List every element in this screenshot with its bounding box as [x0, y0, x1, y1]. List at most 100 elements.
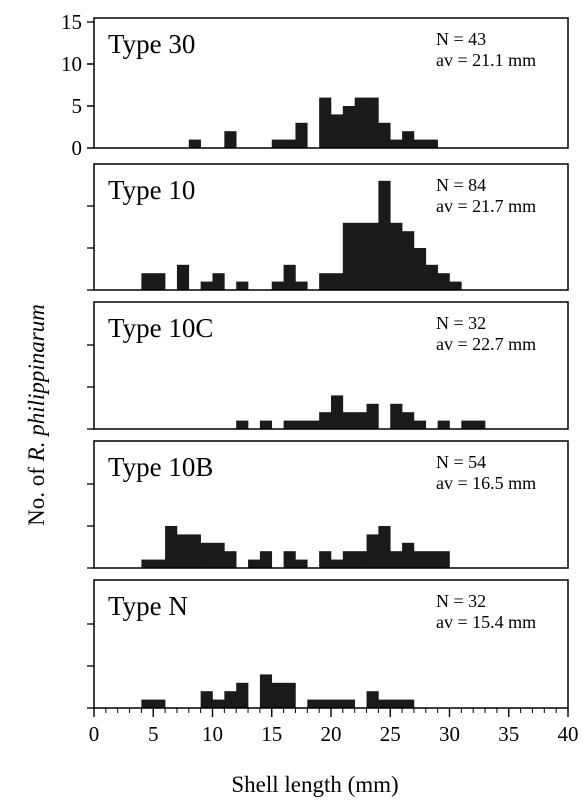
- histogram-bar: [390, 222, 403, 290]
- panel-av-label: av = 16.5 mm: [436, 473, 536, 493]
- histogram-bar: [307, 699, 320, 708]
- histogram-bar: [390, 139, 403, 148]
- histogram-bar: [224, 551, 237, 568]
- histogram-bar: [200, 281, 213, 290]
- histogram-bar: [141, 273, 154, 290]
- histogram-bar: [342, 106, 355, 148]
- histogram-bar: [413, 420, 427, 429]
- panel-title: Type 10: [108, 175, 195, 205]
- histogram-bar: [366, 534, 379, 568]
- y-tick-label: 5: [72, 94, 83, 118]
- panel-av-label: av = 21.7 mm: [436, 196, 536, 216]
- histogram-bar: [342, 699, 355, 708]
- histogram-bar: [402, 131, 415, 148]
- histogram-bar: [342, 222, 355, 290]
- panel-title: Type 10B: [108, 452, 213, 482]
- x-axis-label: Shell length (mm): [231, 772, 398, 797]
- panel-av-label: av = 15.4 mm: [436, 612, 536, 632]
- histogram-bar: [283, 139, 296, 148]
- histogram-bar: [342, 412, 355, 429]
- histogram-bar: [354, 412, 367, 429]
- histogram-bar: [366, 222, 379, 290]
- histogram-bar: [473, 420, 486, 429]
- panel-n-label: N = 32: [436, 313, 486, 333]
- panel-title: Type 30: [108, 29, 195, 59]
- histogram-bar: [331, 559, 344, 568]
- panel-frame: [93, 17, 569, 149]
- histogram-bar: [212, 699, 225, 708]
- x-tick-label: 40: [558, 722, 579, 746]
- x-tick-label: 15: [261, 722, 282, 746]
- histogram-bar: [437, 551, 450, 568]
- histogram-bar: [224, 131, 237, 148]
- panel-n-label: N = 54: [436, 452, 486, 472]
- histogram-bar: [390, 551, 403, 568]
- histogram-bar: [449, 281, 462, 290]
- histogram-bar: [271, 281, 284, 290]
- histogram-bar: [331, 273, 344, 290]
- panel-n-label: N = 43: [436, 29, 486, 49]
- histogram-bar: [200, 691, 213, 708]
- histogram-bar: [354, 551, 367, 568]
- histogram-bar: [259, 551, 273, 568]
- y-axis-label-prefix: No. of: [24, 461, 49, 526]
- histogram-bar: [319, 699, 332, 708]
- histogram-bar: [224, 691, 237, 708]
- histogram-bar: [402, 412, 415, 429]
- x-tick-label: 35: [498, 722, 519, 746]
- histogram-bar: [248, 559, 261, 568]
- histogram-bar: [283, 682, 296, 708]
- histogram-bar: [366, 691, 379, 708]
- histogram-bar: [283, 420, 296, 429]
- histogram-bar: [295, 420, 308, 429]
- histogram-bar: [141, 559, 154, 568]
- histogram-bar: [413, 139, 427, 148]
- histogram-bar: [366, 97, 379, 148]
- histogram-bar: [153, 699, 166, 708]
- histogram-bar: [319, 273, 332, 290]
- histogram-bar: [390, 403, 403, 429]
- histogram-bar: [402, 699, 415, 708]
- histogram-bar: [413, 551, 427, 568]
- histogram-bar: [295, 281, 308, 290]
- histogram-bar: [188, 534, 201, 568]
- histogram-bar: [236, 682, 249, 708]
- y-axis-label: No. of R. philippinarum: [24, 304, 49, 526]
- histogram-bar: [378, 526, 391, 568]
- panel-title: Type 10C: [108, 313, 213, 343]
- histogram-bar: [295, 122, 308, 148]
- panel-n-label: N = 32: [436, 591, 486, 611]
- histogram-bar: [437, 273, 450, 290]
- histogram-bar: [319, 97, 332, 148]
- histogram-bar: [141, 699, 154, 708]
- histogram-bar: [366, 403, 379, 429]
- histogram-bar: [378, 180, 391, 290]
- histogram-bar: [378, 122, 391, 148]
- panel-n-label: N = 84: [436, 175, 486, 195]
- histogram-bar: [354, 97, 367, 148]
- histogram-bar: [331, 395, 344, 429]
- histogram-bar: [165, 526, 178, 568]
- y-tick-label: 0: [72, 136, 83, 160]
- x-tick-label: 20: [321, 722, 342, 746]
- panel-av-label: av = 22.7 mm: [436, 334, 536, 354]
- histogram-bar: [236, 420, 249, 429]
- histogram-bar: [342, 551, 355, 568]
- x-tick-label: 25: [380, 722, 401, 746]
- histogram-bar: [259, 674, 273, 708]
- histogram-bar: [259, 420, 273, 429]
- y-tick-label: 10: [61, 52, 82, 76]
- x-tick-label: 10: [202, 722, 223, 746]
- x-tick-label: 5: [148, 722, 159, 746]
- x-tick-label: 30: [439, 722, 460, 746]
- histogram-bar: [425, 264, 438, 290]
- histogram-bar: [331, 699, 344, 708]
- histogram-bar: [331, 114, 344, 148]
- histogram-bar: [176, 534, 190, 568]
- histogram-bar: [188, 139, 201, 148]
- histogram-bar: [354, 222, 367, 290]
